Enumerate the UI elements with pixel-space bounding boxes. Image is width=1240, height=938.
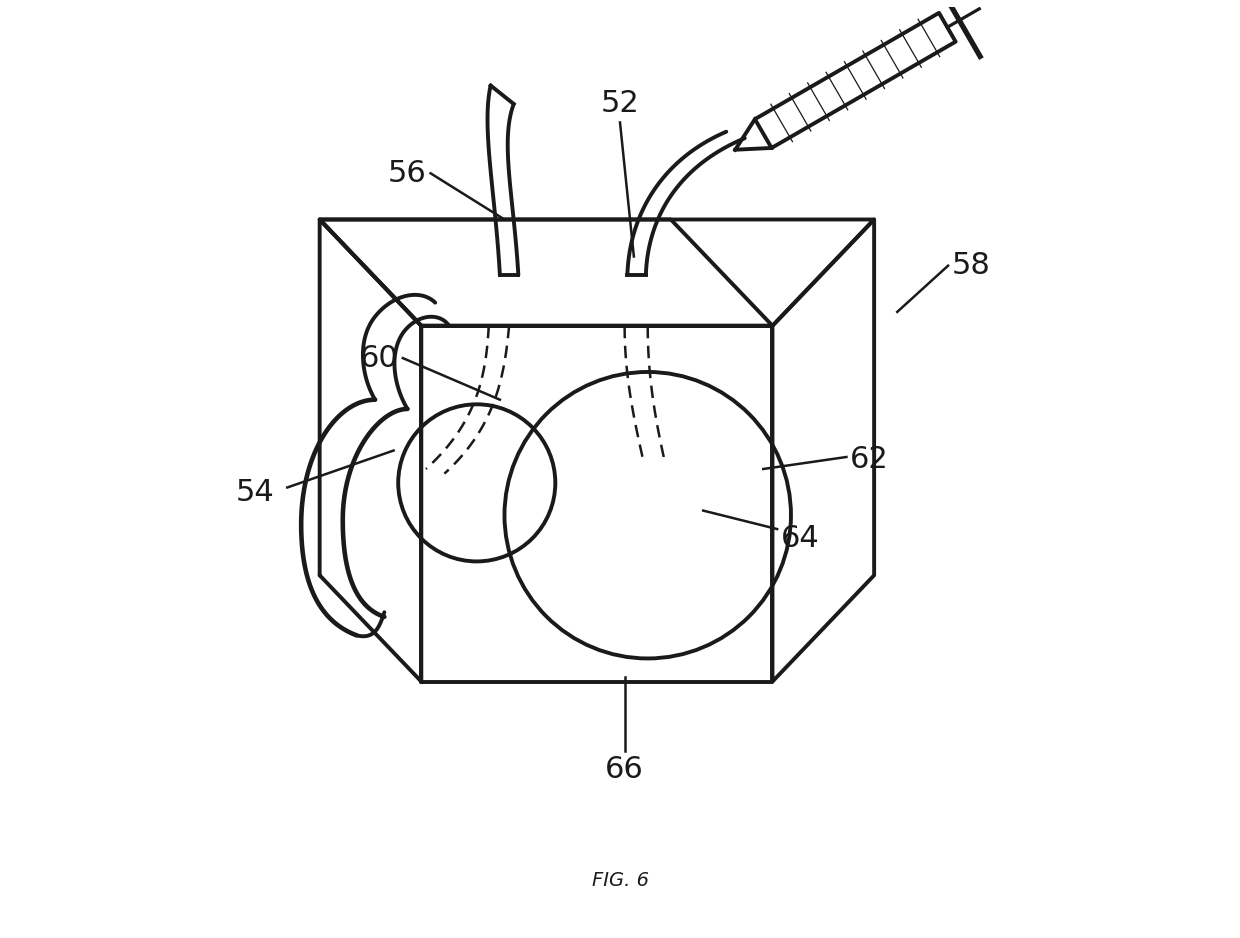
- Text: 56: 56: [388, 159, 427, 188]
- Text: 54: 54: [236, 477, 274, 507]
- Text: 58: 58: [952, 251, 991, 280]
- Text: FIG. 6: FIG. 6: [591, 870, 649, 890]
- Text: 52: 52: [600, 89, 640, 118]
- Text: 64: 64: [781, 523, 820, 552]
- Text: 62: 62: [851, 446, 889, 475]
- Text: 60: 60: [361, 343, 399, 372]
- Text: 66: 66: [605, 755, 644, 784]
